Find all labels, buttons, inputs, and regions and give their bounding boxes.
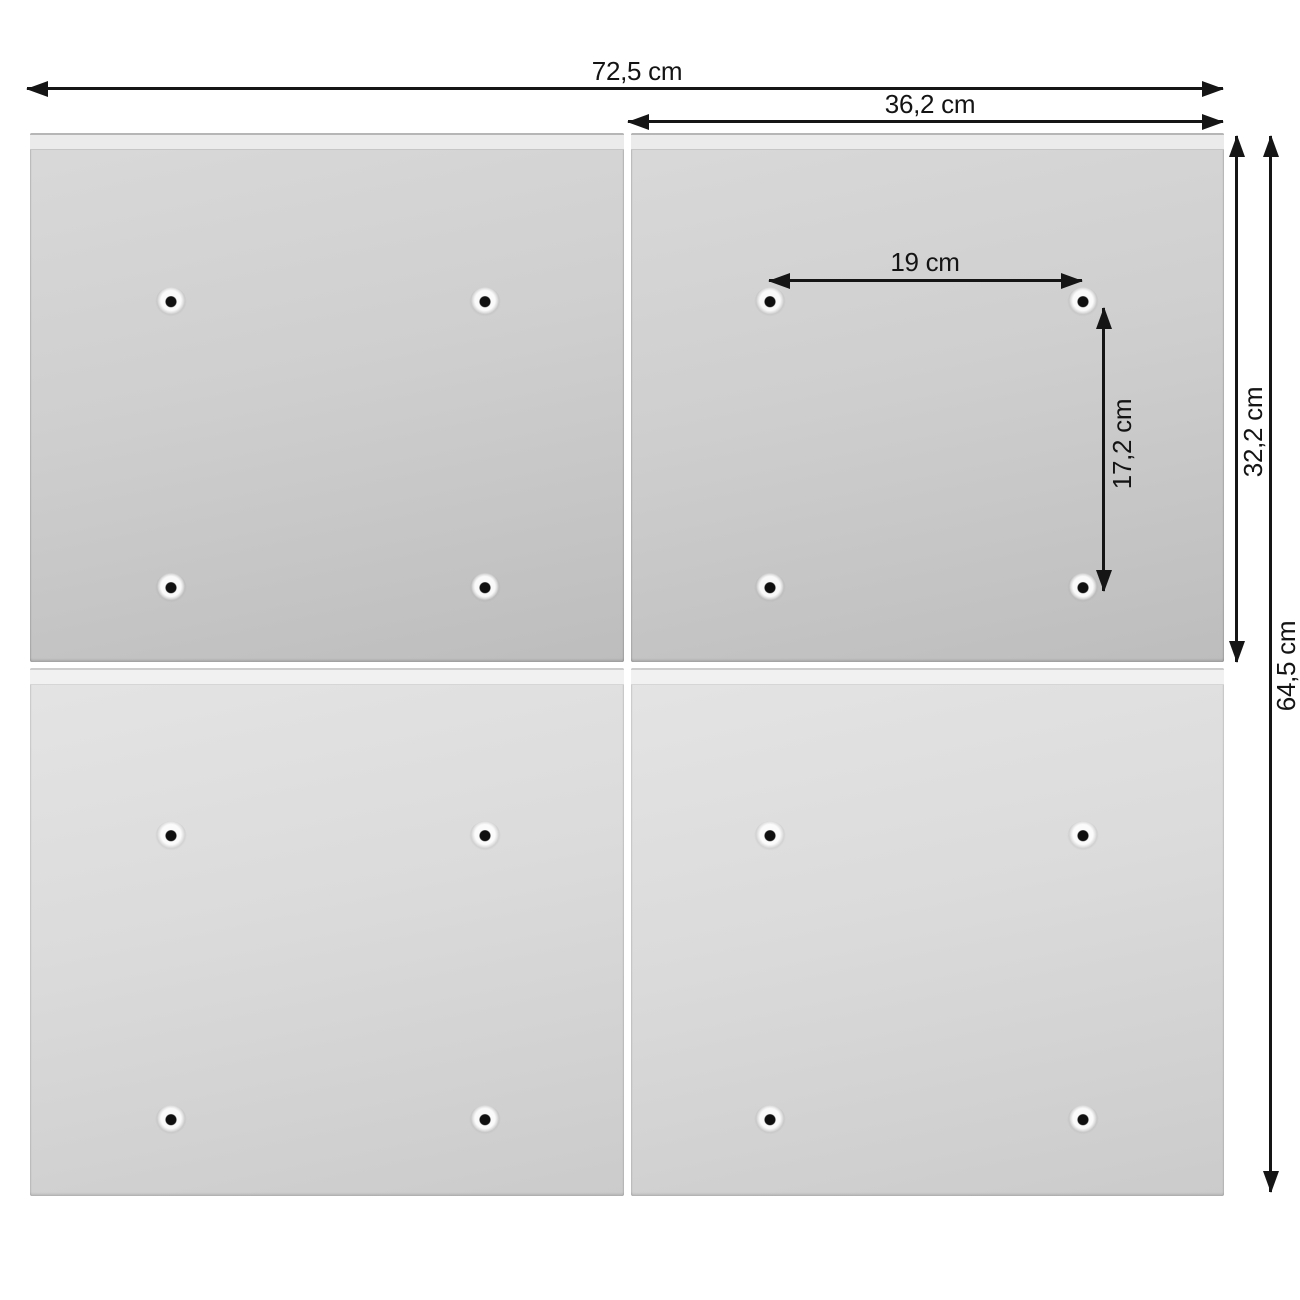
dim-line-panel-width [628,120,1223,123]
mounting-hole [1067,1105,1099,1137]
mounting-hole [469,573,501,605]
panel-bottom-left [30,668,624,1196]
dim-line-overall-width [27,87,1223,90]
mounting-hole [469,1105,501,1137]
dim-line-overall-height [1269,136,1272,1192]
panel-bottom-right [631,668,1224,1196]
mounting-hole [754,1105,786,1137]
dim-label-panel-height: 32,2 cm [1238,386,1268,478]
mounting-hole [155,821,187,853]
mounting-hole [754,287,786,319]
mounting-hole [1067,287,1099,319]
mounting-hole [155,573,187,605]
dim-label-hole-spacing-horizontal: 19 cm [890,247,960,277]
dim-label-hole-spacing-vertical: 17,2 cm [1107,398,1137,490]
mounting-hole [155,287,187,319]
panel-top-edge [631,668,1224,685]
panel-top-edge [631,133,1224,150]
dim-label-panel-width: 36,2 cm [884,89,976,119]
dim-label-overall-width: 72,5 cm [591,56,683,86]
mounting-hole [754,573,786,605]
dim-label-overall-height: 64,5 cm [1271,620,1300,712]
mounting-hole [1067,573,1099,605]
mounting-hole [155,1105,187,1137]
panel-top-left [30,133,624,662]
dim-line-panel-height [1235,136,1238,662]
mounting-hole [469,821,501,853]
panel-top-edge [30,133,624,150]
mounting-hole [1067,821,1099,853]
mounting-hole [469,287,501,319]
panel-top-edge [30,668,624,685]
panel-top-right [631,133,1224,662]
mounting-hole [754,821,786,853]
dim-line-hole-spacing-horizontal [769,279,1082,282]
dim-line-hole-spacing-vertical [1102,308,1105,591]
